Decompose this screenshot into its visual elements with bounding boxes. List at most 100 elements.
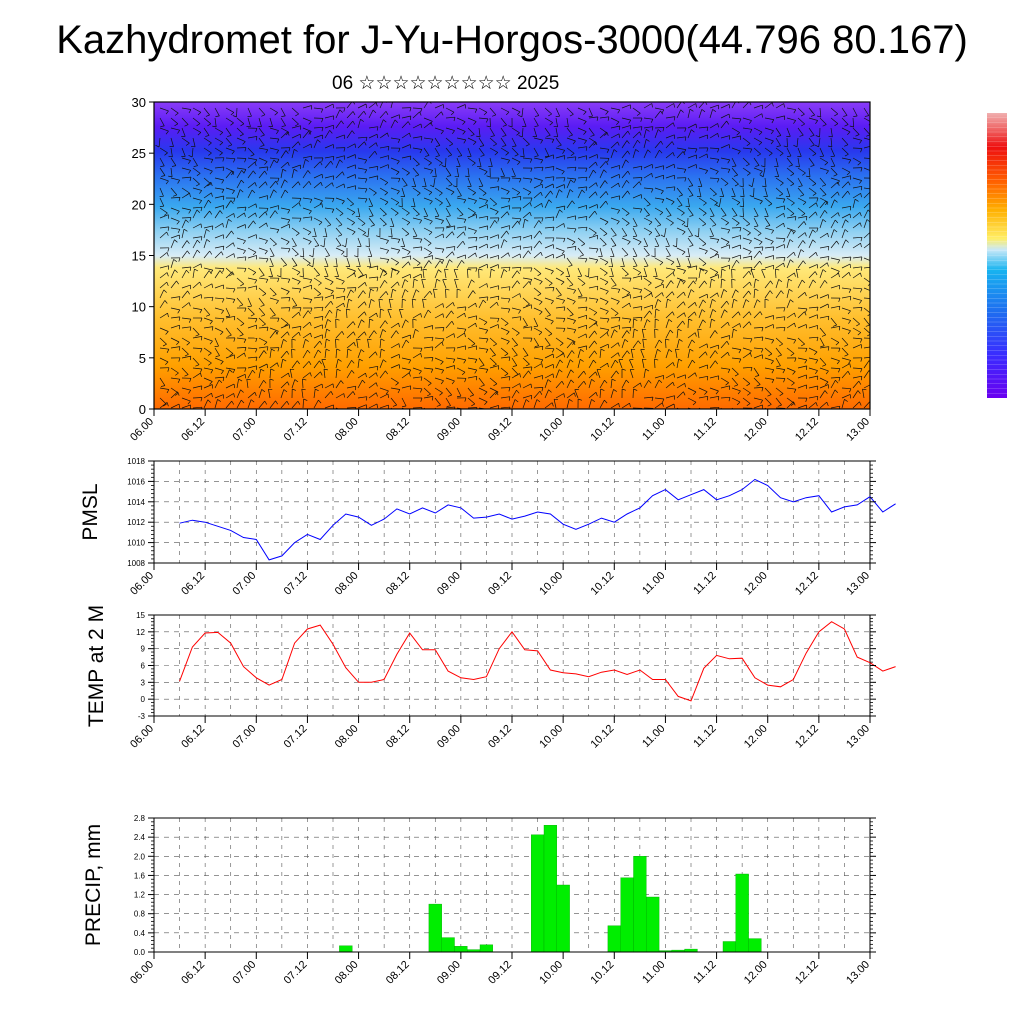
wind-barb-flag (174, 123, 179, 127)
temp-series-line (179, 621, 896, 702)
wind-barb (566, 147, 575, 154)
wind-barb-flag (585, 216, 588, 221)
wind-barb (225, 297, 235, 300)
wind-barb-flag (659, 212, 664, 216)
wind-barb-flag (244, 147, 247, 152)
wind-barb (346, 207, 356, 213)
wind-barb-flag (683, 312, 686, 317)
wind-barb (159, 397, 167, 405)
wind-barb-flag (265, 211, 268, 216)
wind-barb-flag (376, 166, 379, 171)
wind-barb (412, 353, 421, 359)
wind-barb (445, 137, 454, 145)
wind-barb (830, 380, 836, 389)
wind-barb-flag (541, 203, 543, 208)
wind-barb-flag (828, 135, 833, 138)
wind-barb (863, 257, 870, 261)
wind-barb-flag (593, 359, 597, 364)
wind-barb (379, 146, 389, 149)
wind-barb-flag (867, 333, 870, 337)
wind-barb (467, 147, 472, 157)
wind-barb-flag (694, 332, 697, 337)
wind-barb (797, 292, 806, 299)
wind-barb (269, 257, 274, 267)
y-tick-label: 15 (136, 611, 145, 620)
wind-barb (720, 237, 730, 243)
wind-barb (302, 310, 309, 319)
wind-barb-flag (530, 326, 533, 331)
wind-barb-flag (287, 279, 291, 283)
wind-barb-flag (427, 414, 431, 416)
wind-barb-flag (292, 245, 297, 247)
wind-barb-flag (671, 141, 675, 146)
wind-barb-flag (775, 268, 780, 271)
wind-barb (610, 133, 620, 139)
wind-barb-flag (822, 364, 827, 367)
wind-barb-flag (325, 348, 330, 352)
wind-barb-flag (604, 379, 608, 384)
wind-barb (775, 244, 785, 249)
wind-barb-flag (606, 332, 609, 337)
wind-barb (258, 307, 266, 316)
wind-barb (225, 367, 235, 370)
wind-barb (280, 372, 289, 379)
x-tick-label: 08.00 (333, 416, 361, 444)
wind-barb (687, 397, 697, 403)
wind-barb-flag (727, 169, 731, 173)
wind-barb-flag (419, 149, 423, 154)
wind-barb (181, 387, 191, 391)
wind-barb-flag (260, 144, 265, 147)
wind-barb (433, 289, 436, 299)
wind-barb (203, 147, 212, 154)
pmsl-x-axis: 06.00 06.12 07.00 07.12 08.00 08.12 09.00 09.12… (128, 563, 872, 598)
wind-barb-flag (294, 123, 299, 127)
wind-barb-flag (354, 287, 357, 292)
wind-barb-flag (354, 386, 357, 391)
wind-barb-flag (287, 161, 290, 166)
wind-barb-flag (473, 121, 477, 125)
wind-barb (478, 377, 485, 386)
wind-barb (203, 317, 213, 322)
wind-barb-flag (317, 349, 322, 354)
wind-barb-flag (502, 135, 507, 137)
wind-barb (401, 372, 410, 379)
wind-barb-flag (341, 251, 345, 255)
y-tick-label: -3 (138, 712, 146, 721)
wind-barb-flag (332, 104, 334, 109)
wind-barb-flag (451, 321, 455, 325)
wind-barb-flag (471, 403, 475, 407)
wind-barb (379, 132, 388, 139)
wind-barb (599, 147, 609, 150)
wind-barb (852, 380, 860, 389)
wind-barb-flag (350, 289, 354, 293)
wind-barb (786, 207, 795, 214)
wind-barb-flag (783, 263, 785, 268)
wind-barb (214, 284, 224, 289)
wind-barb-flag (274, 112, 278, 116)
wind-barb (236, 317, 245, 324)
wind-barb (258, 157, 268, 162)
wind-barb-flag (667, 298, 672, 302)
wind-barb-flag (573, 178, 577, 183)
wind-barb-flag (187, 290, 190, 295)
wind-barb-flag (457, 155, 462, 157)
wind-barb-flag (397, 139, 401, 144)
wind-barb-flag (286, 401, 290, 405)
wind-barb (269, 267, 273, 277)
wind-barb (368, 197, 374, 207)
wind-barb-flag (464, 397, 467, 402)
wind-barb (324, 130, 330, 139)
wind-barb (225, 170, 233, 179)
wind-barb-flag (715, 171, 719, 175)
wind-barb-flag (291, 338, 296, 341)
wind-barb-flag (779, 393, 784, 396)
wind-barb-flag (160, 385, 165, 387)
wind-barb (533, 297, 543, 303)
wind-barb (797, 216, 807, 219)
wind-barb-flag (497, 177, 500, 182)
wind-barb (610, 352, 619, 359)
wind-barb-flag (759, 170, 763, 175)
wind-barb-flag (243, 250, 246, 255)
wind-barb-flag (428, 252, 432, 256)
wind-barb (467, 187, 476, 193)
